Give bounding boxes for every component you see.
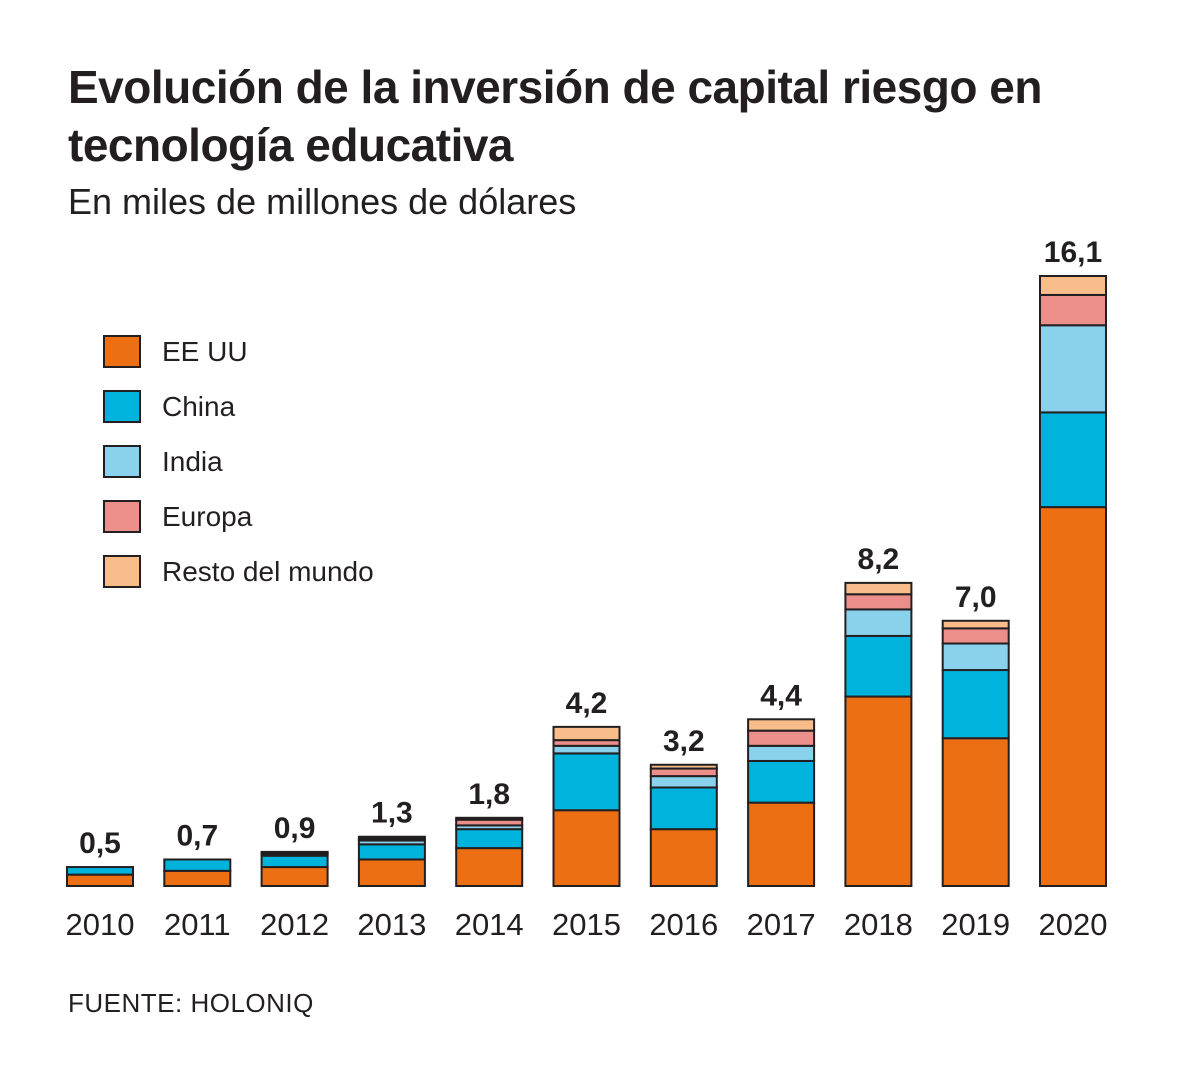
data-label: 1,8 (468, 778, 510, 811)
bar-segment (260, 854, 329, 869)
bar-segment (747, 759, 816, 804)
x-tick-label: 2011 (164, 907, 231, 942)
bar-segment (455, 816, 524, 821)
bar-segment (552, 744, 621, 755)
legend-label: China (162, 391, 236, 422)
source-note: FUENTE: HOLONIQ (68, 988, 314, 1018)
data-label: 0,9 (274, 812, 316, 845)
legend-label: Europa (162, 501, 253, 532)
legend-swatch (103, 555, 141, 588)
bar-segment (1039, 275, 1107, 296)
bar-segment (844, 581, 913, 596)
bar-segment (260, 850, 329, 854)
legend-label: Resto del mundo (162, 556, 374, 587)
bar-segment (649, 775, 718, 789)
bar-segment (844, 593, 913, 611)
bar-segment (163, 869, 232, 888)
bar-segment (1039, 324, 1107, 414)
bar-segment (844, 695, 913, 888)
data-label: 16,1 (1044, 236, 1102, 269)
x-tick-label: 2012 (260, 907, 329, 942)
bar-segment (747, 729, 816, 747)
bar-segment (844, 608, 913, 637)
bar-segment (163, 858, 232, 872)
chart-title: Evolución de la inversión de capital rie… (68, 61, 1042, 171)
bar-segment (357, 843, 426, 861)
bar-segment (649, 828, 718, 888)
bar-segment (941, 619, 1010, 630)
bar-segment (455, 828, 524, 850)
bar-segment (552, 752, 621, 812)
x-tick-label: 2016 (649, 907, 718, 942)
bar-segment (552, 725, 621, 742)
data-label: 3,2 (663, 725, 705, 758)
x-tick-label: 2015 (552, 907, 621, 942)
bar-segment (747, 801, 816, 887)
bar-segment (941, 669, 1010, 740)
bar-segment (649, 786, 718, 831)
bar-segment (260, 866, 329, 888)
x-tick-label: 2019 (941, 907, 1010, 942)
bar-segment (649, 767, 718, 778)
bar-segment (1039, 293, 1107, 327)
bar-segment (1039, 411, 1107, 509)
data-label: 4,4 (760, 679, 802, 712)
bar-segment (941, 642, 1010, 672)
bar-segment (66, 873, 134, 888)
bar-segment (455, 847, 524, 888)
bar-segment (66, 866, 134, 876)
bar-segment (747, 718, 816, 732)
legend-swatch (103, 335, 141, 368)
data-label: 0,7 (176, 819, 218, 852)
bar-segment (357, 835, 426, 840)
data-label: 0,5 (79, 827, 121, 860)
legend-label: India (162, 446, 223, 477)
data-label: 4,2 (566, 687, 608, 720)
x-tick-label: 2014 (455, 907, 524, 942)
bar-segment (747, 744, 816, 762)
bar-segment (357, 858, 426, 888)
x-tick-label: 2010 (66, 907, 135, 942)
bar-segment (1039, 506, 1107, 887)
bar-segment (552, 809, 621, 888)
x-tick-label: 2018 (844, 907, 913, 942)
legend-swatch (103, 390, 141, 423)
x-tick-label: 2013 (357, 907, 426, 942)
legend-label: EE UU (162, 336, 248, 367)
data-label: 1,3 (371, 797, 413, 830)
bar-segment (844, 634, 913, 698)
x-tick-label: 2020 (1039, 907, 1108, 942)
data-label: 7,0 (955, 581, 997, 614)
data-label: 8,2 (858, 543, 900, 576)
bar-segment (941, 737, 1010, 887)
legend-swatch (103, 500, 141, 533)
bar-segment (941, 627, 1010, 645)
legend-swatch (103, 445, 141, 478)
x-tick-label: 2017 (747, 907, 816, 942)
bar-segment (649, 763, 718, 770)
chart-subtitle: En miles de millones de dólares (68, 181, 577, 222)
